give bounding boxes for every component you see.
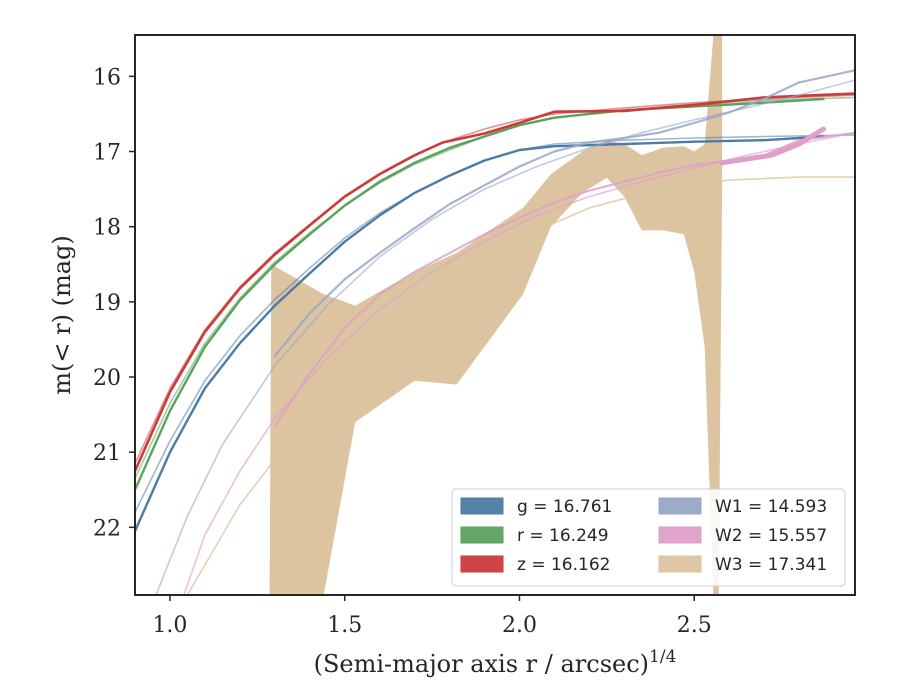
legend-swatch-z (460, 555, 504, 573)
legend-label-w2: W2 = 15.557 (715, 526, 827, 546)
legend-swatch-r (460, 526, 504, 544)
y-tick-label: 18 (93, 216, 121, 241)
legend: g = 16.761 r = 16.249 z = 16.162 W1 = 14.59… (451, 488, 846, 587)
x-tick-label: 2.5 (677, 613, 712, 638)
x-tick-label: 1.0 (152, 613, 187, 638)
legend-swatch-w2 (658, 526, 702, 544)
y-axis-label: m(< r) (mag) (48, 235, 76, 394)
series-line-w3-model (186, 176, 855, 595)
x-axis-label: (Semi-major axis r / arcsec)1/4 (314, 647, 677, 678)
legend-swatch-w1 (658, 497, 702, 515)
x-tick-label: 1.5 (327, 613, 362, 638)
series-line-w2-model (183, 131, 855, 595)
y-tick-label: 19 (93, 291, 121, 316)
legend-swatch-g (460, 497, 504, 515)
plot-frame (134, 34, 856, 596)
y-tick-label: 17 (93, 141, 121, 166)
legend-box (451, 488, 846, 587)
legend-label-z: z = 16.162 (517, 555, 610, 575)
series-layer (135, 69, 855, 595)
x-tick-label: 2.0 (502, 613, 537, 638)
plot-area (134, 34, 856, 596)
x-axis: 1.0 1.5 2.0 2.5 (152, 595, 712, 638)
series-line-w2-fit (719, 126, 826, 166)
series-line-z-model (135, 94, 855, 465)
legend-label-r: r = 16.249 (517, 526, 609, 546)
series-line-w1-model (155, 79, 855, 595)
legend-label-w3: W3 = 17.341 (715, 555, 827, 575)
series-line-g-model (135, 134, 855, 514)
legend-swatch-w3 (658, 555, 702, 573)
y-tick-label: 21 (93, 441, 121, 466)
series-line-w1 (273, 69, 855, 358)
legend-label-g: g = 16.761 (517, 497, 612, 517)
y-tick-label: 16 (93, 65, 121, 90)
legend-label-w1: W1 = 14.593 (715, 497, 827, 517)
w3-band-layer (269, 35, 723, 595)
y-axis: 16 17 18 19 20 21 22 (93, 65, 135, 541)
y-tick-label: 20 (93, 366, 121, 391)
y-tick-label: 22 (93, 516, 121, 541)
w3-uncertainty-band (269, 35, 723, 595)
